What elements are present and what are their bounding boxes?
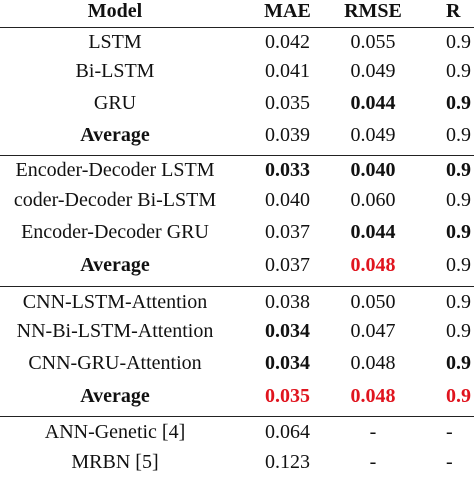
metric-value: 0.047	[350, 320, 396, 342]
metric-value: 0.034	[265, 352, 310, 374]
model-name: CNN-LSTM-Attention	[22, 291, 208, 313]
metric-value: 0.9	[446, 385, 471, 407]
model-name: Average	[80, 385, 150, 407]
table-row: Encoder-Decoder GRU 0.037 0.044 0.9	[0, 217, 474, 247]
metric-value: 0.055	[350, 31, 396, 53]
model-name: Encoder-Decoder LSTM	[15, 159, 215, 181]
metric-value: 0.038	[265, 291, 310, 313]
model-name: CNN-GRU-Attention	[28, 352, 202, 374]
model-name: MRBN [5]	[71, 451, 159, 473]
table-row: Bi-LSTM 0.041 0.049 0.9	[0, 56, 474, 86]
metric-value: 0.035	[265, 385, 310, 407]
table-row: Average 0.035 0.048 0.9	[0, 381, 474, 411]
metric-value: -	[446, 451, 453, 473]
model-name: Average	[80, 254, 150, 276]
metric-value: -	[446, 421, 453, 443]
model-name: Average	[80, 124, 150, 146]
metric-value: 0.037	[265, 254, 310, 276]
model-name: Encoder-Decoder GRU	[21, 221, 209, 243]
metric-value: -	[369, 451, 377, 473]
header-row: Model MAE RMSE R	[0, 0, 474, 26]
model-name: Bi-LSTM	[75, 60, 155, 82]
metric-value: 0.9	[446, 254, 471, 276]
metric-value: 0.9	[446, 31, 471, 53]
model-name: coder-Decoder Bi-LSTM	[13, 189, 217, 211]
table-row: ANN-Genetic [4] 0.064 - -	[0, 417, 474, 447]
metric-value: 0.050	[350, 291, 396, 313]
header-cell: RMSE	[344, 0, 402, 22]
metric-value: 0.039	[265, 124, 310, 146]
metric-value: 0.041	[265, 60, 310, 82]
metric-value: 0.9	[446, 189, 471, 211]
rule	[0, 155, 474, 156]
metric-value: 0.060	[350, 189, 396, 211]
metric-value: -	[369, 421, 377, 443]
table-row: coder-Decoder Bi-LSTM 0.040 0.060 0.9	[0, 185, 474, 215]
model-name: NN-Bi-LSTM-Attention	[16, 320, 214, 342]
model-name: GRU	[93, 92, 137, 114]
model-name: LSTM	[88, 31, 142, 53]
metric-value: 0.034	[265, 320, 310, 342]
table-row: NN-Bi-LSTM-Attention 0.034 0.047 0.9	[0, 316, 474, 346]
table-row: Encoder-Decoder LSTM 0.033 0.040 0.9	[0, 155, 474, 185]
rule	[0, 27, 474, 28]
model-name: ANN-Genetic [4]	[44, 421, 186, 443]
metric-value: 0.064	[265, 421, 310, 443]
metric-value: 0.9	[446, 60, 471, 82]
metric-value: 0.044	[350, 221, 396, 243]
metric-value: 0.048	[350, 254, 396, 276]
metric-value: 0.040	[350, 159, 396, 181]
metric-value: 0.037	[265, 221, 310, 243]
metric-value: 0.9	[446, 291, 471, 313]
rule	[0, 416, 474, 417]
table-row: MRBN [5] 0.123 - -	[0, 447, 474, 477]
metric-value: 0.9	[446, 124, 471, 146]
metric-value: 0.044	[350, 92, 396, 114]
table-row: CNN-LSTM-Attention 0.038 0.050 0.9	[0, 287, 474, 317]
table-row: GRU 0.035 0.044 0.9	[0, 88, 474, 118]
table-row: CNN-GRU-Attention 0.034 0.048 0.9	[0, 348, 474, 378]
header-cell: MAE	[264, 0, 311, 22]
metric-value: 0.123	[265, 451, 310, 473]
rule	[0, 286, 474, 287]
metric-value: 0.042	[265, 31, 310, 53]
header-cell: R	[446, 0, 461, 22]
metric-value: 0.048	[350, 385, 396, 407]
metric-value: 0.049	[350, 60, 396, 82]
metric-value: 0.033	[265, 159, 310, 181]
metric-value: 0.048	[350, 352, 396, 374]
metric-value: 0.9	[446, 221, 471, 243]
header-cell: Model	[87, 0, 143, 22]
table-row: Average 0.037 0.048 0.9	[0, 250, 474, 280]
metric-value: 0.9	[446, 92, 471, 114]
table-row: LSTM 0.042 0.055 0.9	[0, 27, 474, 57]
metric-value: 0.049	[350, 124, 396, 146]
metric-value: 0.9	[446, 320, 471, 342]
metric-value: 0.035	[265, 92, 310, 114]
metric-value: 0.9	[446, 352, 471, 374]
table-row: Average 0.039 0.049 0.9	[0, 120, 474, 150]
metric-value: 0.9	[446, 159, 471, 181]
metric-value: 0.040	[265, 189, 310, 211]
